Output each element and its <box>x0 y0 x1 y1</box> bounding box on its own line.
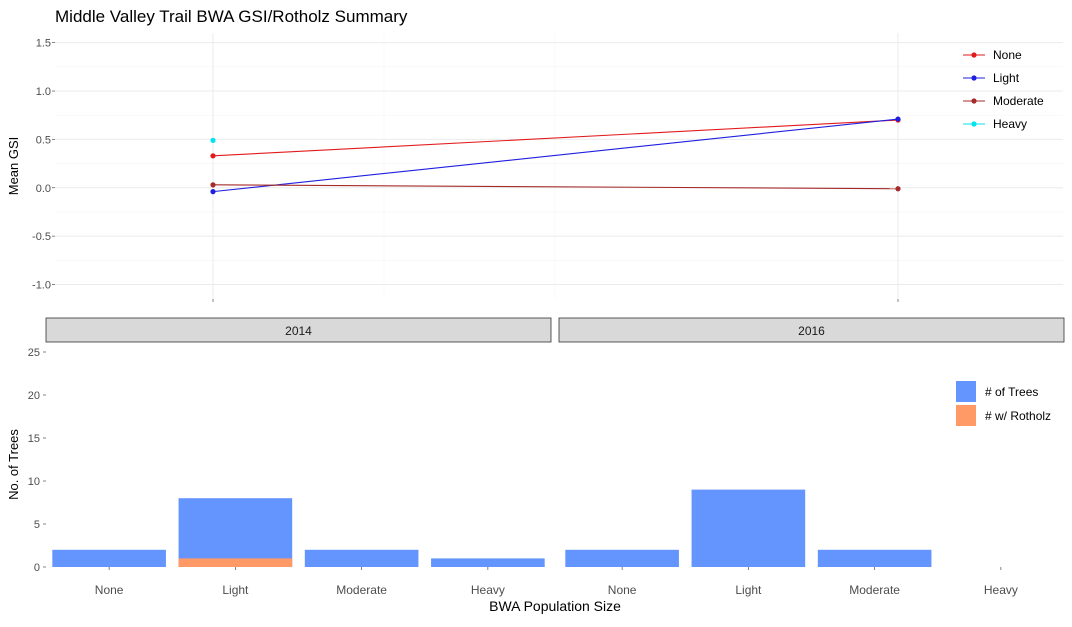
x-tick-label: Moderate <box>336 583 387 597</box>
y-tick-label: 0 <box>34 562 40 574</box>
legend-label: Light <box>993 71 1020 85</box>
facet-label: 2014 <box>285 324 312 338</box>
x-tick-label: None <box>608 583 637 597</box>
y-axis-title: No. of Trees <box>6 429 21 500</box>
bar-trees <box>304 549 419 567</box>
data-point-none <box>210 153 216 159</box>
legend-key-point <box>971 98 977 104</box>
y-tick-label: -1.0 <box>32 279 51 291</box>
legend-label: Moderate <box>993 94 1044 108</box>
y-tick-label: 15 <box>28 433 40 445</box>
x-axis-title: BWA Population Size <box>489 598 621 614</box>
line-panel-background <box>55 33 1063 299</box>
x-tick-label: Light <box>735 583 762 597</box>
x-tick-label: None <box>95 583 124 597</box>
x-tick-label: Light <box>222 583 249 597</box>
y-tick-label: 1.5 <box>36 38 51 50</box>
y-tick-label: 25 <box>28 347 40 359</box>
y-tick-label: 10 <box>28 476 40 488</box>
bar-trees <box>817 549 932 567</box>
legend-label: None <box>993 48 1022 62</box>
x-tick-label: Moderate <box>849 583 900 597</box>
facet-label: 2016 <box>798 324 825 338</box>
legend-key-point <box>971 75 977 81</box>
series-line-light <box>212 118 899 193</box>
series-line-moderate <box>212 184 899 190</box>
bar-trees <box>431 558 545 567</box>
bar-trees <box>178 498 293 567</box>
x-tick-label: Heavy <box>984 583 1018 597</box>
chart-title: Middle Valley Trail BWA GSI/Rotholz Summ… <box>55 7 408 26</box>
x-tick-label: Heavy <box>471 583 505 597</box>
y-tick-label: -0.5 <box>32 231 51 243</box>
bar-trees <box>691 489 806 567</box>
legend-label: # of Trees <box>985 385 1038 399</box>
legend-key-swatch <box>956 381 976 402</box>
data-point-moderate <box>210 182 216 188</box>
y-tick-label: 0.5 <box>36 134 51 146</box>
legend-key-point <box>971 52 977 58</box>
facet-strip <box>558 317 1065 343</box>
bar-rotholz <box>178 558 293 567</box>
legend-label: # w/ Rotholz <box>985 409 1051 423</box>
bar-trees <box>52 549 166 567</box>
legend-label: Heavy <box>993 117 1027 131</box>
bar-trees <box>565 549 679 567</box>
y-tick-label: 1.0 <box>36 86 51 98</box>
data-point-light <box>895 116 901 122</box>
y-tick-label: 5 <box>34 519 40 531</box>
legend-key-swatch <box>956 405 976 426</box>
series-line-none <box>212 119 899 157</box>
data-point-heavy <box>210 137 216 143</box>
data-point-moderate <box>895 186 901 192</box>
data-point-light <box>210 189 216 195</box>
y-tick-label: 20 <box>28 390 40 402</box>
y-tick-label: 0.0 <box>36 183 51 195</box>
legend-key-point <box>971 121 977 127</box>
facet-strip <box>45 317 552 343</box>
y-axis-title: Mean GSI <box>6 137 21 196</box>
